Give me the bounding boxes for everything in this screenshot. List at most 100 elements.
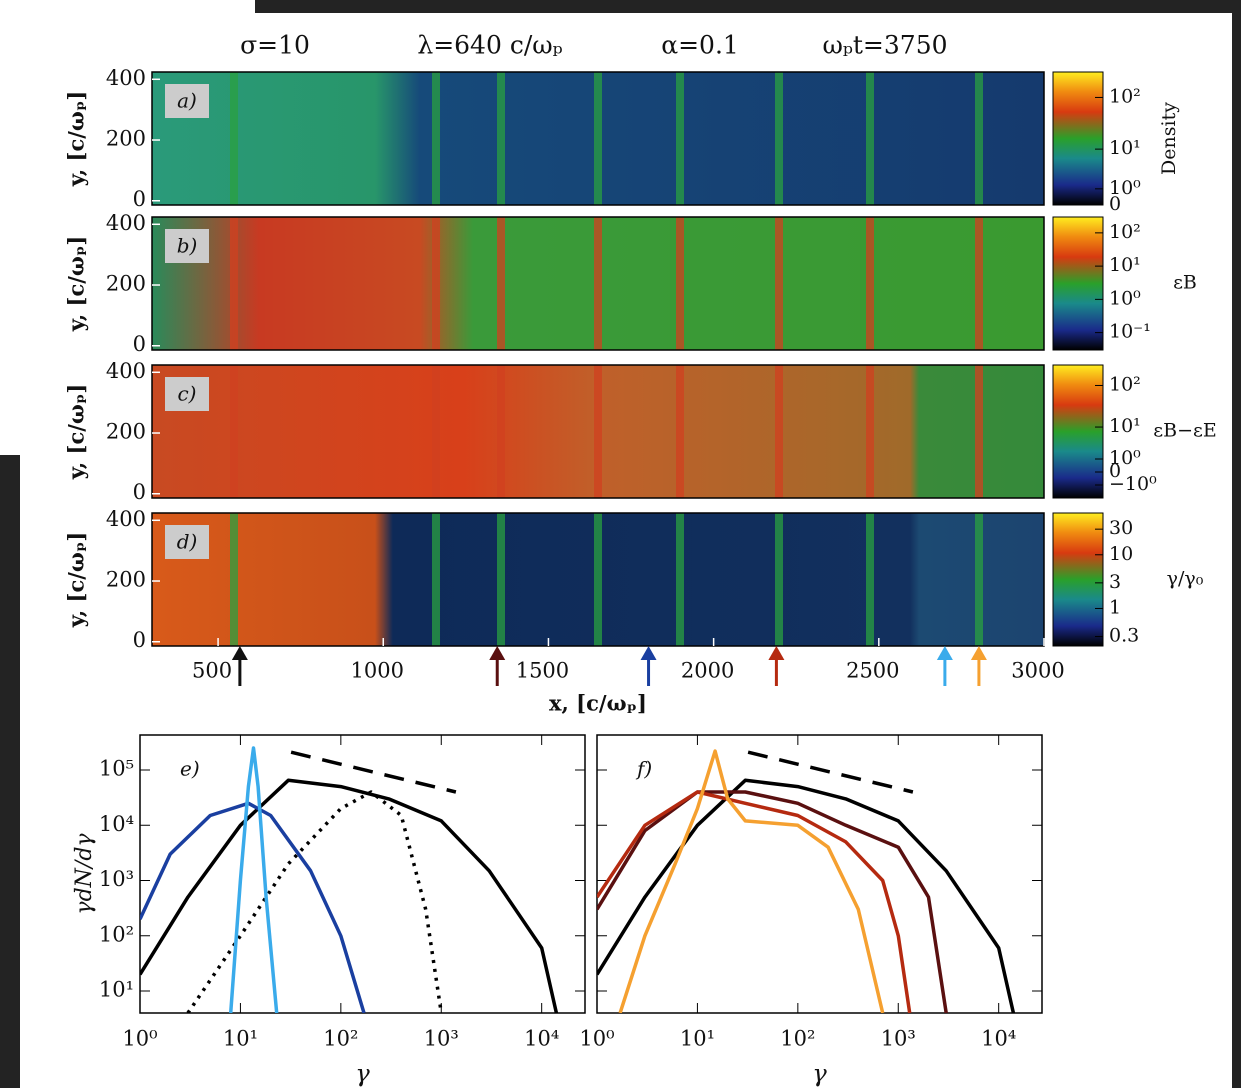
map-frame xyxy=(151,216,1045,351)
x-tick-label: 500 xyxy=(192,659,232,683)
x-tick-label: 3000 xyxy=(1011,659,1064,683)
header-label: σ=10 xyxy=(240,31,310,60)
y-tick-label: 0 xyxy=(133,187,146,211)
map-filament xyxy=(230,513,238,646)
spectrum-line xyxy=(597,790,912,1013)
x-tick-label: 1000 xyxy=(351,659,404,683)
colorbar-tick-label: 10² xyxy=(1109,373,1141,395)
colorbar xyxy=(1052,512,1104,647)
panel-label: e) xyxy=(180,757,200,781)
colorbar-label: γ/γ₀ xyxy=(1167,568,1204,590)
map-filament xyxy=(866,217,874,350)
colorbar-label: Density xyxy=(1158,102,1180,175)
map-filament xyxy=(866,72,874,205)
map-frame xyxy=(151,512,1045,647)
x-tick-label: 10⁰ xyxy=(122,1027,157,1051)
map-filament xyxy=(497,513,505,646)
colorbar-tick-label: 10⁻¹ xyxy=(1109,321,1151,343)
colorbar-tick-label: −10⁰ xyxy=(1109,473,1157,495)
y-axis-label: y, [c/ωₚ] xyxy=(64,384,89,481)
map-filament xyxy=(432,513,440,646)
colorbar-tick-label: 10² xyxy=(1109,85,1141,107)
panel-label-box xyxy=(165,525,209,559)
y-axis-label: y, [c/ωₚ] xyxy=(64,532,89,629)
y-tick-label: 400 xyxy=(106,507,146,531)
x-tick-label: 2500 xyxy=(846,659,899,683)
x-tick-label: 2000 xyxy=(681,659,734,683)
map-filament xyxy=(230,365,238,498)
colorbar-tick-label: 3 xyxy=(1109,571,1121,593)
panel-label-box xyxy=(165,377,209,411)
colorbar-label: εB−εE xyxy=(1153,420,1216,442)
header-label: λ=640 c/ωₚ xyxy=(417,31,562,60)
panel-label: f) xyxy=(635,757,652,781)
map-filament xyxy=(432,365,440,498)
colorbar-tick-label: 10² xyxy=(1109,221,1141,243)
panel-label: a) xyxy=(177,89,197,113)
colorbar-tick-label: 10 xyxy=(1109,543,1133,565)
y-tick-label: 10³ xyxy=(99,867,134,891)
y-tick-label: 0 xyxy=(133,332,146,356)
map-filament xyxy=(594,217,602,350)
colorbar-tick-label: 10¹ xyxy=(1109,254,1141,276)
y-tick-label: 200 xyxy=(106,568,146,592)
colorbar-label: εB xyxy=(1173,272,1197,294)
y-tick-label: 400 xyxy=(106,66,146,90)
y-tick-label: 0 xyxy=(133,480,146,504)
y-tick-label: 200 xyxy=(106,127,146,151)
map-filament xyxy=(497,217,505,350)
panel-label-box xyxy=(165,229,209,263)
colorbar-tick-label: 10⁰ xyxy=(1109,177,1141,199)
x-tick-label: 10³ xyxy=(881,1027,916,1051)
colorbar-tick-label: 0 xyxy=(1109,460,1121,482)
map-filament xyxy=(432,217,440,350)
map-frame xyxy=(151,71,1045,206)
colorbar-tick-label: 10⁰ xyxy=(1109,447,1141,469)
map-filament xyxy=(230,217,238,350)
y-tick-label: 10⁴ xyxy=(99,812,134,836)
map-filament xyxy=(775,217,783,350)
x-axis-label: γ xyxy=(812,1060,827,1088)
y-axis-label: γdN/dγ xyxy=(72,833,97,915)
colorbar-tick-label: 0.3 xyxy=(1109,625,1139,647)
spectrum-line xyxy=(747,750,914,794)
map-filament xyxy=(497,365,505,498)
arrow-head xyxy=(768,646,785,660)
x-tick-label: 10⁴ xyxy=(524,1027,559,1051)
map-filament xyxy=(230,72,238,205)
panel-label: d) xyxy=(177,530,198,554)
x-tick-label: 10¹ xyxy=(680,1027,715,1051)
plot-lines xyxy=(140,746,559,1013)
spectrum-line xyxy=(290,750,457,794)
map-frame xyxy=(151,364,1045,499)
x-tick-label: 10⁰ xyxy=(579,1027,614,1051)
colorbar xyxy=(1052,216,1104,351)
colorbar xyxy=(1052,364,1104,499)
x-tick-label: 10¹ xyxy=(223,1027,258,1051)
arrow-head xyxy=(489,646,506,660)
x-axis-label: γ xyxy=(355,1060,370,1088)
map-filament xyxy=(594,513,602,646)
plot-frame xyxy=(139,734,586,1014)
colorbar-tick-label: 10¹ xyxy=(1109,415,1141,437)
x-axis-label: x, [c/ωₚ] xyxy=(549,691,647,716)
map-filament xyxy=(866,365,874,498)
map-filament xyxy=(594,72,602,205)
map-filament xyxy=(676,217,684,350)
map-filament xyxy=(975,365,983,498)
map-filament xyxy=(866,513,874,646)
x-tick-label: 10⁴ xyxy=(981,1027,1016,1051)
panel-label: b) xyxy=(177,234,198,258)
map-filament xyxy=(775,72,783,205)
background-bar xyxy=(0,455,20,1088)
y-axis-label: y, [c/ωₚ] xyxy=(64,236,89,333)
colorbar-tick-label: 0 xyxy=(1109,193,1121,215)
map-filament xyxy=(975,217,983,350)
colorbar-tick-label: 10⁰ xyxy=(1109,287,1141,309)
spectrum-line xyxy=(228,746,279,1013)
y-tick-label: 0 xyxy=(133,628,146,652)
plot-lines xyxy=(597,749,1016,1013)
spectrum-line xyxy=(618,749,885,1013)
x-tick-label: 1500 xyxy=(516,659,569,683)
